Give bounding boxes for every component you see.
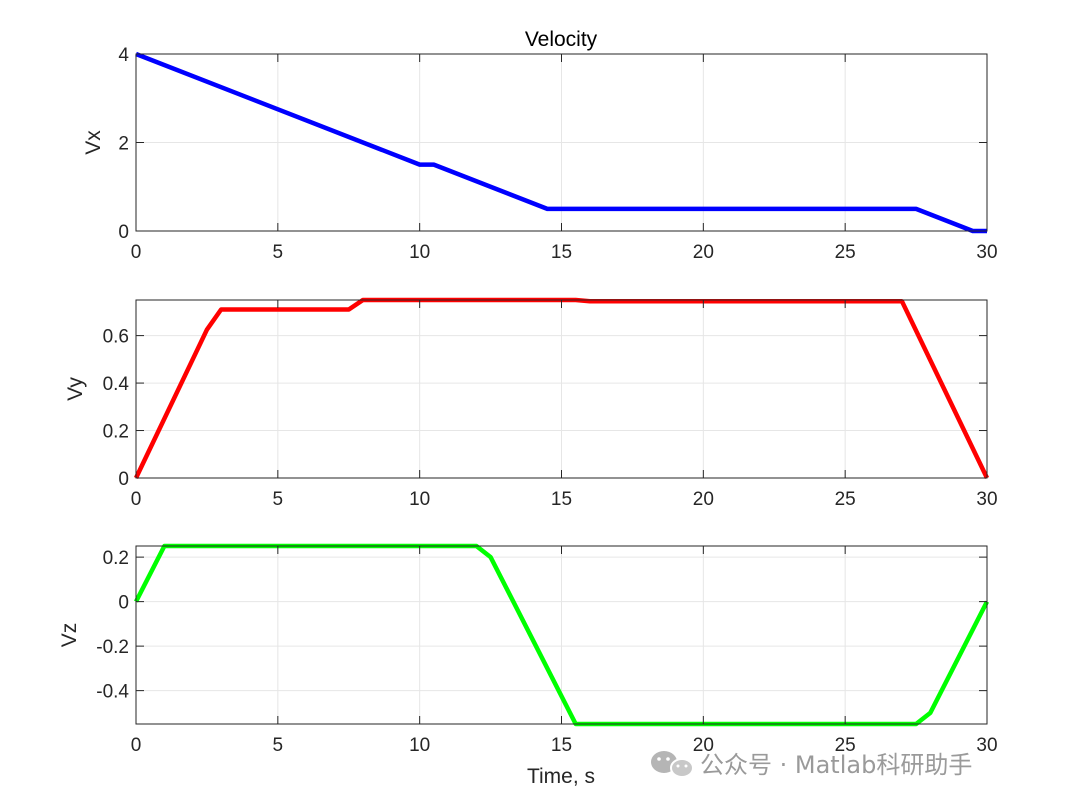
- x-tick-label-vx-6: 30: [976, 242, 997, 263]
- x-tick-label-vy-1: 5: [273, 489, 284, 510]
- x-tick-label-vz-5: 25: [835, 735, 856, 756]
- y-tick-label-vy-2: 0.4: [103, 374, 130, 395]
- subplot-vx: 0 5 10 15 20 25 30 0 2 4 Vx: [82, 45, 998, 263]
- y-tick-label-vy-3: 0.6: [103, 327, 129, 348]
- watermark-text: 公众号 · Matlab科研助手: [700, 751, 972, 779]
- y-tick-label-vx-0: 0: [118, 222, 129, 243]
- x-tick-label-vz-6: 30: [976, 735, 997, 756]
- x-tick-label-vz-4: 20: [693, 735, 714, 756]
- x-tick-label-vz-2: 10: [409, 735, 430, 756]
- x-tick-label-vx-4: 20: [693, 242, 714, 263]
- x-tick-label-vy-6: 30: [976, 489, 997, 510]
- x-tick-label-vy-5: 25: [835, 489, 856, 510]
- x-tick-label-vx-5: 25: [835, 242, 856, 263]
- watermark: 公众号 · Matlab科研助手: [651, 751, 972, 779]
- x-tick-label-vx-3: 15: [551, 242, 572, 263]
- y-axis-label-vz: Vz: [58, 623, 81, 648]
- y-tick-label-vz-1: -0.2: [96, 637, 129, 658]
- x-axis-label: Time, s: [527, 765, 595, 788]
- subplot-group: 0 5 10 15 20 25 30 0 2 4 Vx 0 5 10 15 20 25 30 0 0.2 0.4 0.6 V…: [58, 45, 998, 756]
- y-tick-label-vy-0: 0: [118, 469, 129, 490]
- x-tick-label-vz-1: 5: [273, 735, 284, 756]
- x-tick-label-vx-0: 0: [131, 242, 142, 263]
- subplot-vy: 0 5 10 15 20 25 30 0 0.2 0.4 0.6 Vy: [64, 297, 998, 510]
- y-tick-label-vx-2: 4: [118, 45, 129, 66]
- figure-title: Velocity: [525, 28, 598, 51]
- x-tick-label-vy-0: 0: [131, 489, 142, 510]
- y-tick-label-vz-0: -0.4: [96, 682, 129, 703]
- y-axis-label-vy: Vy: [64, 377, 87, 401]
- y-tick-label-vx-1: 2: [118, 134, 129, 155]
- x-tick-label-vy-4: 20: [693, 489, 714, 510]
- x-tick-label-vy-2: 10: [409, 489, 430, 510]
- x-tick-label-vx-1: 5: [273, 242, 284, 263]
- x-tick-label-vz-0: 0: [131, 735, 142, 756]
- y-axis-label-vx: Vx: [82, 130, 105, 155]
- x-tick-label-vz-3: 15: [551, 735, 572, 756]
- subplot-vz: 0 5 10 15 20 25 30 -0.4 -0.2 0 0.2 Vz: [58, 543, 998, 756]
- wechat-logo-icon: [651, 751, 694, 778]
- y-tick-label-vy-1: 0.2: [103, 422, 129, 443]
- x-tick-label-vx-2: 10: [409, 242, 430, 263]
- y-tick-label-vz-3: 0.2: [103, 548, 129, 569]
- y-tick-label-vz-2: 0: [118, 593, 129, 614]
- x-tick-label-vy-3: 15: [551, 489, 572, 510]
